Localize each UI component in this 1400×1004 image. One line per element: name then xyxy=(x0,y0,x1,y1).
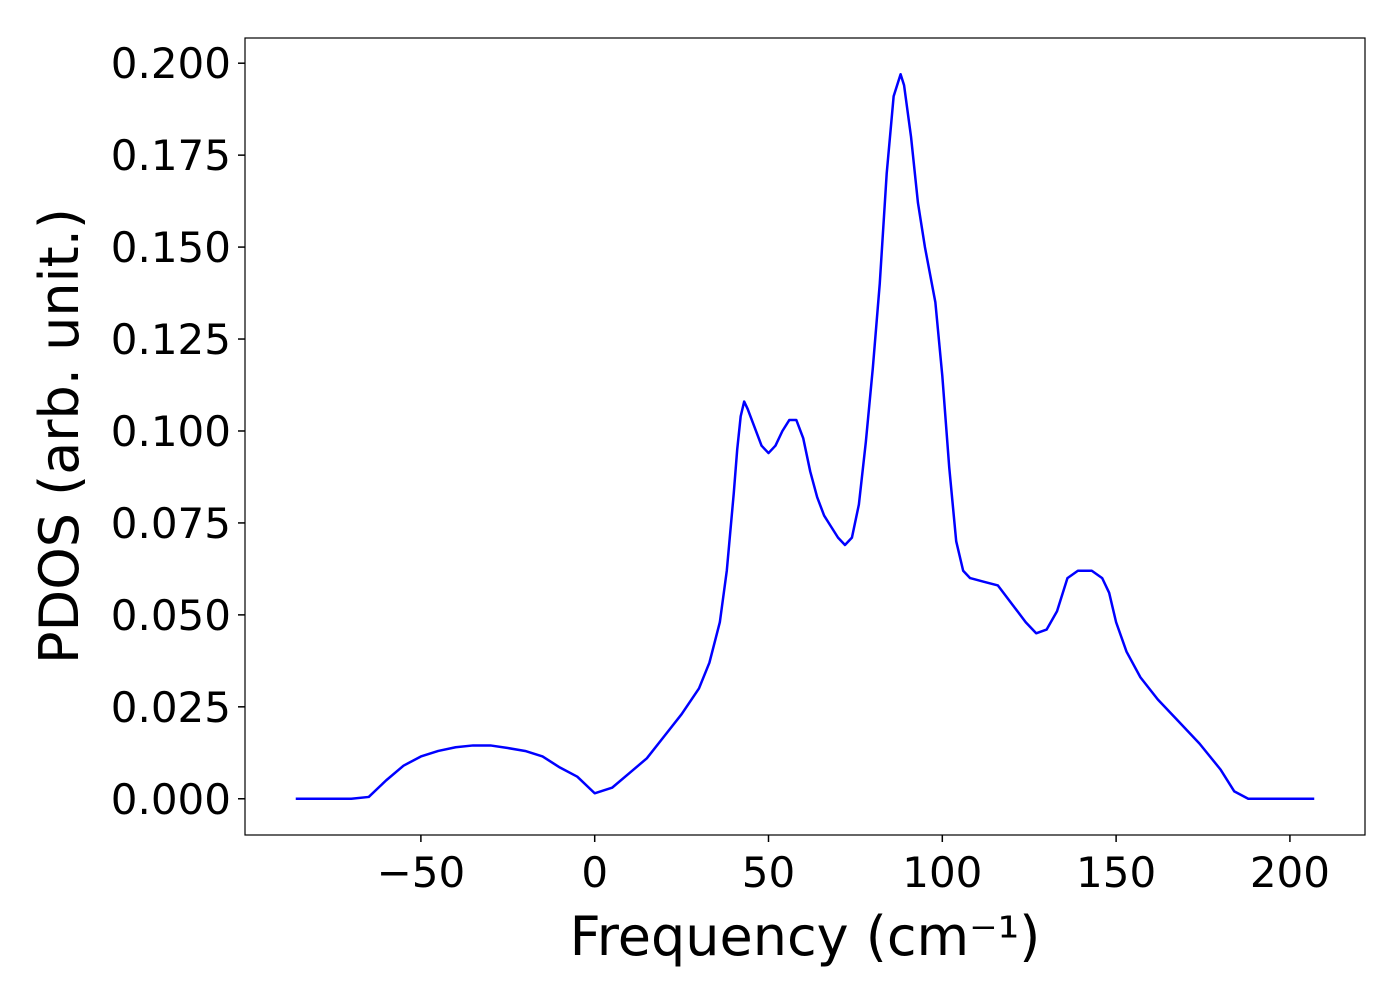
y-tick-label: 0.200 xyxy=(111,39,231,88)
y-tick-label: 0.125 xyxy=(111,315,231,364)
y-tick-label: 0.075 xyxy=(111,499,231,548)
x-tick-label: 150 xyxy=(1076,848,1156,897)
x-tick-label: 0 xyxy=(581,848,608,897)
x-tick-label: 50 xyxy=(742,848,795,897)
data-line xyxy=(295,72,1315,801)
y-tick-label: 0.050 xyxy=(111,591,231,640)
x-tick-label: 200 xyxy=(1250,848,1330,897)
y-tick-label: 0.175 xyxy=(111,131,231,180)
y-axis-label: PDOS (arb. unit.) xyxy=(28,208,91,664)
plot-frame xyxy=(244,37,1366,836)
y-tick-label: 0.025 xyxy=(111,683,231,732)
y-tick-label: 0.000 xyxy=(111,775,231,824)
y-tick-label: 0.100 xyxy=(111,407,231,456)
y-tick-label: 0.150 xyxy=(111,223,231,272)
x-axis-label: Frequency (cm⁻¹) xyxy=(570,905,1041,968)
x-tick-label: −50 xyxy=(377,848,466,897)
x-tick-label: 100 xyxy=(902,848,982,897)
